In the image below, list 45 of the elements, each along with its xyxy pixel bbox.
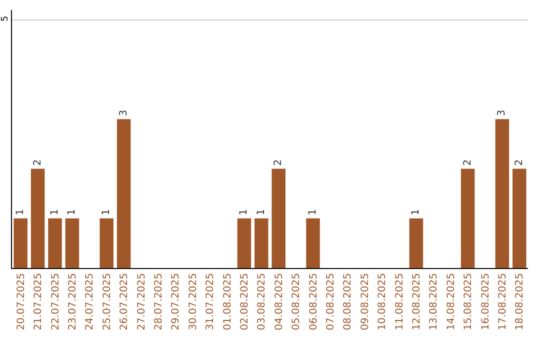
data-label: 1 [101, 209, 112, 216]
x-tick-label: 31.07.2025 [205, 273, 216, 330]
data-label: 1 [238, 209, 250, 216]
data-label: 1 [50, 209, 60, 216]
x-tick-label: 07.08.2025 [325, 273, 336, 330]
x-tick-label: 06.08.2025 [308, 273, 320, 330]
data-label: 1 [410, 209, 422, 216]
data-label: 2 [273, 159, 284, 166]
x-tick-label: 13.08.2025 [428, 273, 440, 330]
x-tick-label: 24.07.2025 [84, 273, 96, 330]
x-tick-label: 30.07.2025 [188, 273, 199, 330]
data-label: 1 [66, 209, 78, 216]
x-tick-label: 28.07.2025 [153, 273, 164, 330]
x-tick-label: 10.08.2025 [377, 273, 388, 330]
x-tick-label: 09.08.2025 [360, 273, 371, 330]
x-tick-label: 21.07.2025 [33, 273, 44, 330]
y-tick-label: 5 [0, 16, 10, 22]
data-label: 2 [462, 159, 474, 166]
x-tick-label: 27.07.2025 [136, 273, 148, 330]
x-tick-label: 23.07.2025 [67, 273, 78, 330]
x-tick-label: 25.07.2025 [102, 273, 113, 330]
data-label: 1 [256, 209, 267, 216]
x-tick-label: 26.07.2025 [119, 273, 130, 330]
x-tick-label: 08.08.2025 [342, 273, 354, 330]
x-tick-label: 01.08.2025 [222, 273, 234, 330]
x-tick-label: 15.08.2025 [463, 273, 474, 330]
x-tick-label: 12.08.2025 [411, 273, 422, 330]
x-tick-label: 11.08.2025 [394, 273, 406, 330]
x-tick-label: 16.08.2025 [480, 273, 492, 330]
x-tick-label: 05.08.2025 [291, 273, 302, 330]
data-label: 1 [308, 209, 318, 216]
x-tick-label: 03.08.2025 [256, 273, 268, 330]
x-tick-label: 22.07.2025 [50, 273, 62, 330]
data-label: 3 [118, 110, 130, 116]
x-tick-label: 18.08.2025 [514, 273, 526, 330]
data-label: 2 [32, 159, 44, 166]
data-label: 3 [496, 110, 508, 116]
x-tick-label: 04.08.2025 [274, 273, 285, 330]
x-tick-label: 14.08.2025 [446, 273, 457, 330]
x-tick-label: 29.07.2025 [170, 273, 182, 330]
data-label: 2 [514, 159, 525, 166]
x-tick-label: 02.08.2025 [239, 273, 250, 330]
data-label: 1 [15, 209, 26, 216]
x-tick-label: 17.08.2025 [497, 273, 508, 330]
x-tick-label: 20.07.2025 [16, 273, 27, 330]
